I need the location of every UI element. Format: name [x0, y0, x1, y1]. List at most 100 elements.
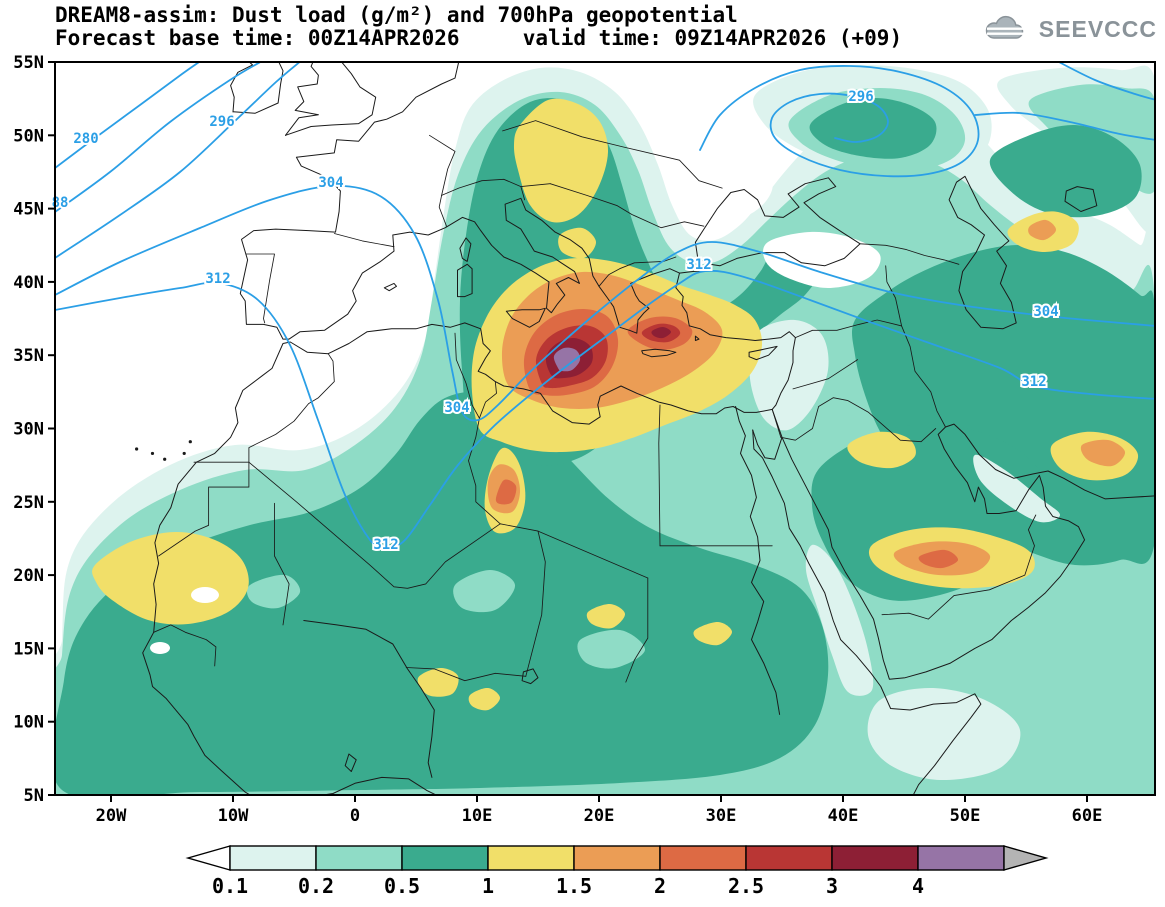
contour-label: 280 — [73, 131, 98, 147]
lat-tick-label: 55N — [13, 53, 44, 73]
lat-tick-label: 45N — [13, 200, 44, 220]
coastline — [679, 263, 711, 274]
geopotential-contour-line — [55, 62, 302, 259]
colorbar-label: 1.5 — [556, 874, 592, 898]
colorbar-label: 3 — [826, 874, 838, 898]
lon-tick-label: 10W — [218, 806, 249, 826]
dust-fill-region — [805, 544, 874, 696]
dust-fill-region — [847, 431, 916, 469]
coastline — [748, 345, 778, 361]
lat-tick-label: 35N — [13, 346, 44, 366]
country-border — [525, 530, 546, 677]
colorbar-segment — [487, 845, 575, 871]
country-border — [502, 120, 723, 189]
colorbar-segment — [315, 845, 403, 871]
country-border — [158, 461, 250, 557]
dust-fill-region — [1028, 219, 1057, 241]
geopotential-contour-line — [974, 111, 1155, 141]
dust-fill-region — [1080, 439, 1126, 467]
colorbar-label: 0.1 — [212, 874, 248, 898]
contour-label: 304 — [1033, 304, 1058, 320]
colorbar-segment — [573, 845, 661, 871]
dust-fill-region — [513, 98, 609, 223]
lat-tick-label: 10N — [13, 713, 44, 733]
contour-label: 312 — [373, 537, 398, 553]
colorbar-label: 0.5 — [384, 874, 420, 898]
dust-fill-region — [989, 124, 1142, 218]
country-border — [859, 243, 960, 265]
colorbar-label: 1 — [482, 874, 494, 898]
colorbar-segment — [401, 845, 489, 871]
coastline — [344, 753, 357, 772]
coastline — [239, 62, 680, 340]
lon-tick-label: 10E — [462, 806, 493, 826]
country-border — [405, 667, 527, 682]
chart-subtitle: Forecast base time: 00Z14APR2026 valid t… — [55, 26, 903, 50]
coastline — [230, 62, 253, 113]
contour-label: 296 — [848, 89, 873, 105]
country-border — [274, 502, 290, 626]
country-border — [885, 265, 903, 327]
coastline — [285, 62, 319, 136]
country-border — [780, 397, 937, 443]
colorbar-arrow-right — [1003, 845, 1049, 871]
dust-fill-region — [453, 570, 516, 613]
island-dot — [163, 457, 167, 461]
map-frame: 55N 50N 45N 40N 35N 30N 25N 20N 15N 10N 5N 20W 10W 0 1… — [13, 53, 1156, 826]
dust-fill-region — [417, 667, 459, 697]
dust-fill-layer — [55, 64, 1155, 795]
coastline — [303, 620, 435, 778]
lon-tick-label: 60E — [1072, 806, 1103, 826]
colorbar-segment — [831, 845, 919, 871]
coastline — [735, 406, 781, 715]
lon-tick-label: 50E — [950, 806, 981, 826]
geopotential-contour-line — [699, 65, 980, 178]
dust-fill-region — [867, 688, 1021, 781]
lon-tick-label: 30E — [706, 806, 737, 826]
geopotential-contour-line — [55, 269, 1155, 550]
country-border — [520, 186, 526, 201]
country-border — [625, 577, 649, 683]
lat-tick-label: 50N — [13, 126, 44, 146]
country-border — [794, 319, 903, 339]
country-border — [245, 253, 275, 324]
contour-label: 312 — [1021, 374, 1046, 390]
coastlines-borders — [135, 62, 1155, 795]
coastline — [383, 282, 397, 292]
coastline — [694, 177, 861, 267]
coastline — [285, 62, 377, 136]
country-border — [454, 332, 501, 525]
geopotential-contour-line — [55, 62, 263, 213]
colorbar-segment — [917, 845, 1005, 871]
dust-fill-region — [577, 629, 646, 669]
dust-fill-region — [468, 687, 500, 711]
dust-gap — [191, 587, 219, 603]
coastline — [948, 175, 1017, 330]
cloud-icon — [985, 15, 1027, 39]
dust-fill-region — [683, 139, 774, 219]
colorbar-segment — [659, 845, 747, 871]
country-border — [438, 194, 447, 227]
lon-tick-label: 0 — [350, 806, 360, 826]
coastline — [752, 429, 982, 795]
colorbar: 0.1 0.2 0.5 1 1.5 2 2.5 3 4 — [185, 845, 1049, 898]
geopotential-contour-line — [1056, 62, 1155, 101]
dust-fill-region — [763, 231, 881, 288]
island-dot — [182, 451, 186, 456]
coastline — [641, 348, 677, 358]
dust-fill-region — [918, 549, 959, 569]
geopotential-contour-line — [55, 184, 1155, 422]
country-border — [478, 381, 497, 419]
contour-label: 304 — [444, 400, 469, 416]
colorbar-segment — [745, 845, 833, 871]
country-border — [792, 359, 859, 390]
contour-label: 312 — [205, 271, 230, 287]
colorbar-label: 2 — [654, 874, 666, 898]
lat-tick-label: 5N — [24, 786, 44, 806]
coastline — [781, 423, 1155, 680]
lat-tick-label: 40N — [13, 273, 44, 293]
coastline — [1064, 186, 1098, 212]
lat-tick-label: 30N — [13, 420, 44, 440]
